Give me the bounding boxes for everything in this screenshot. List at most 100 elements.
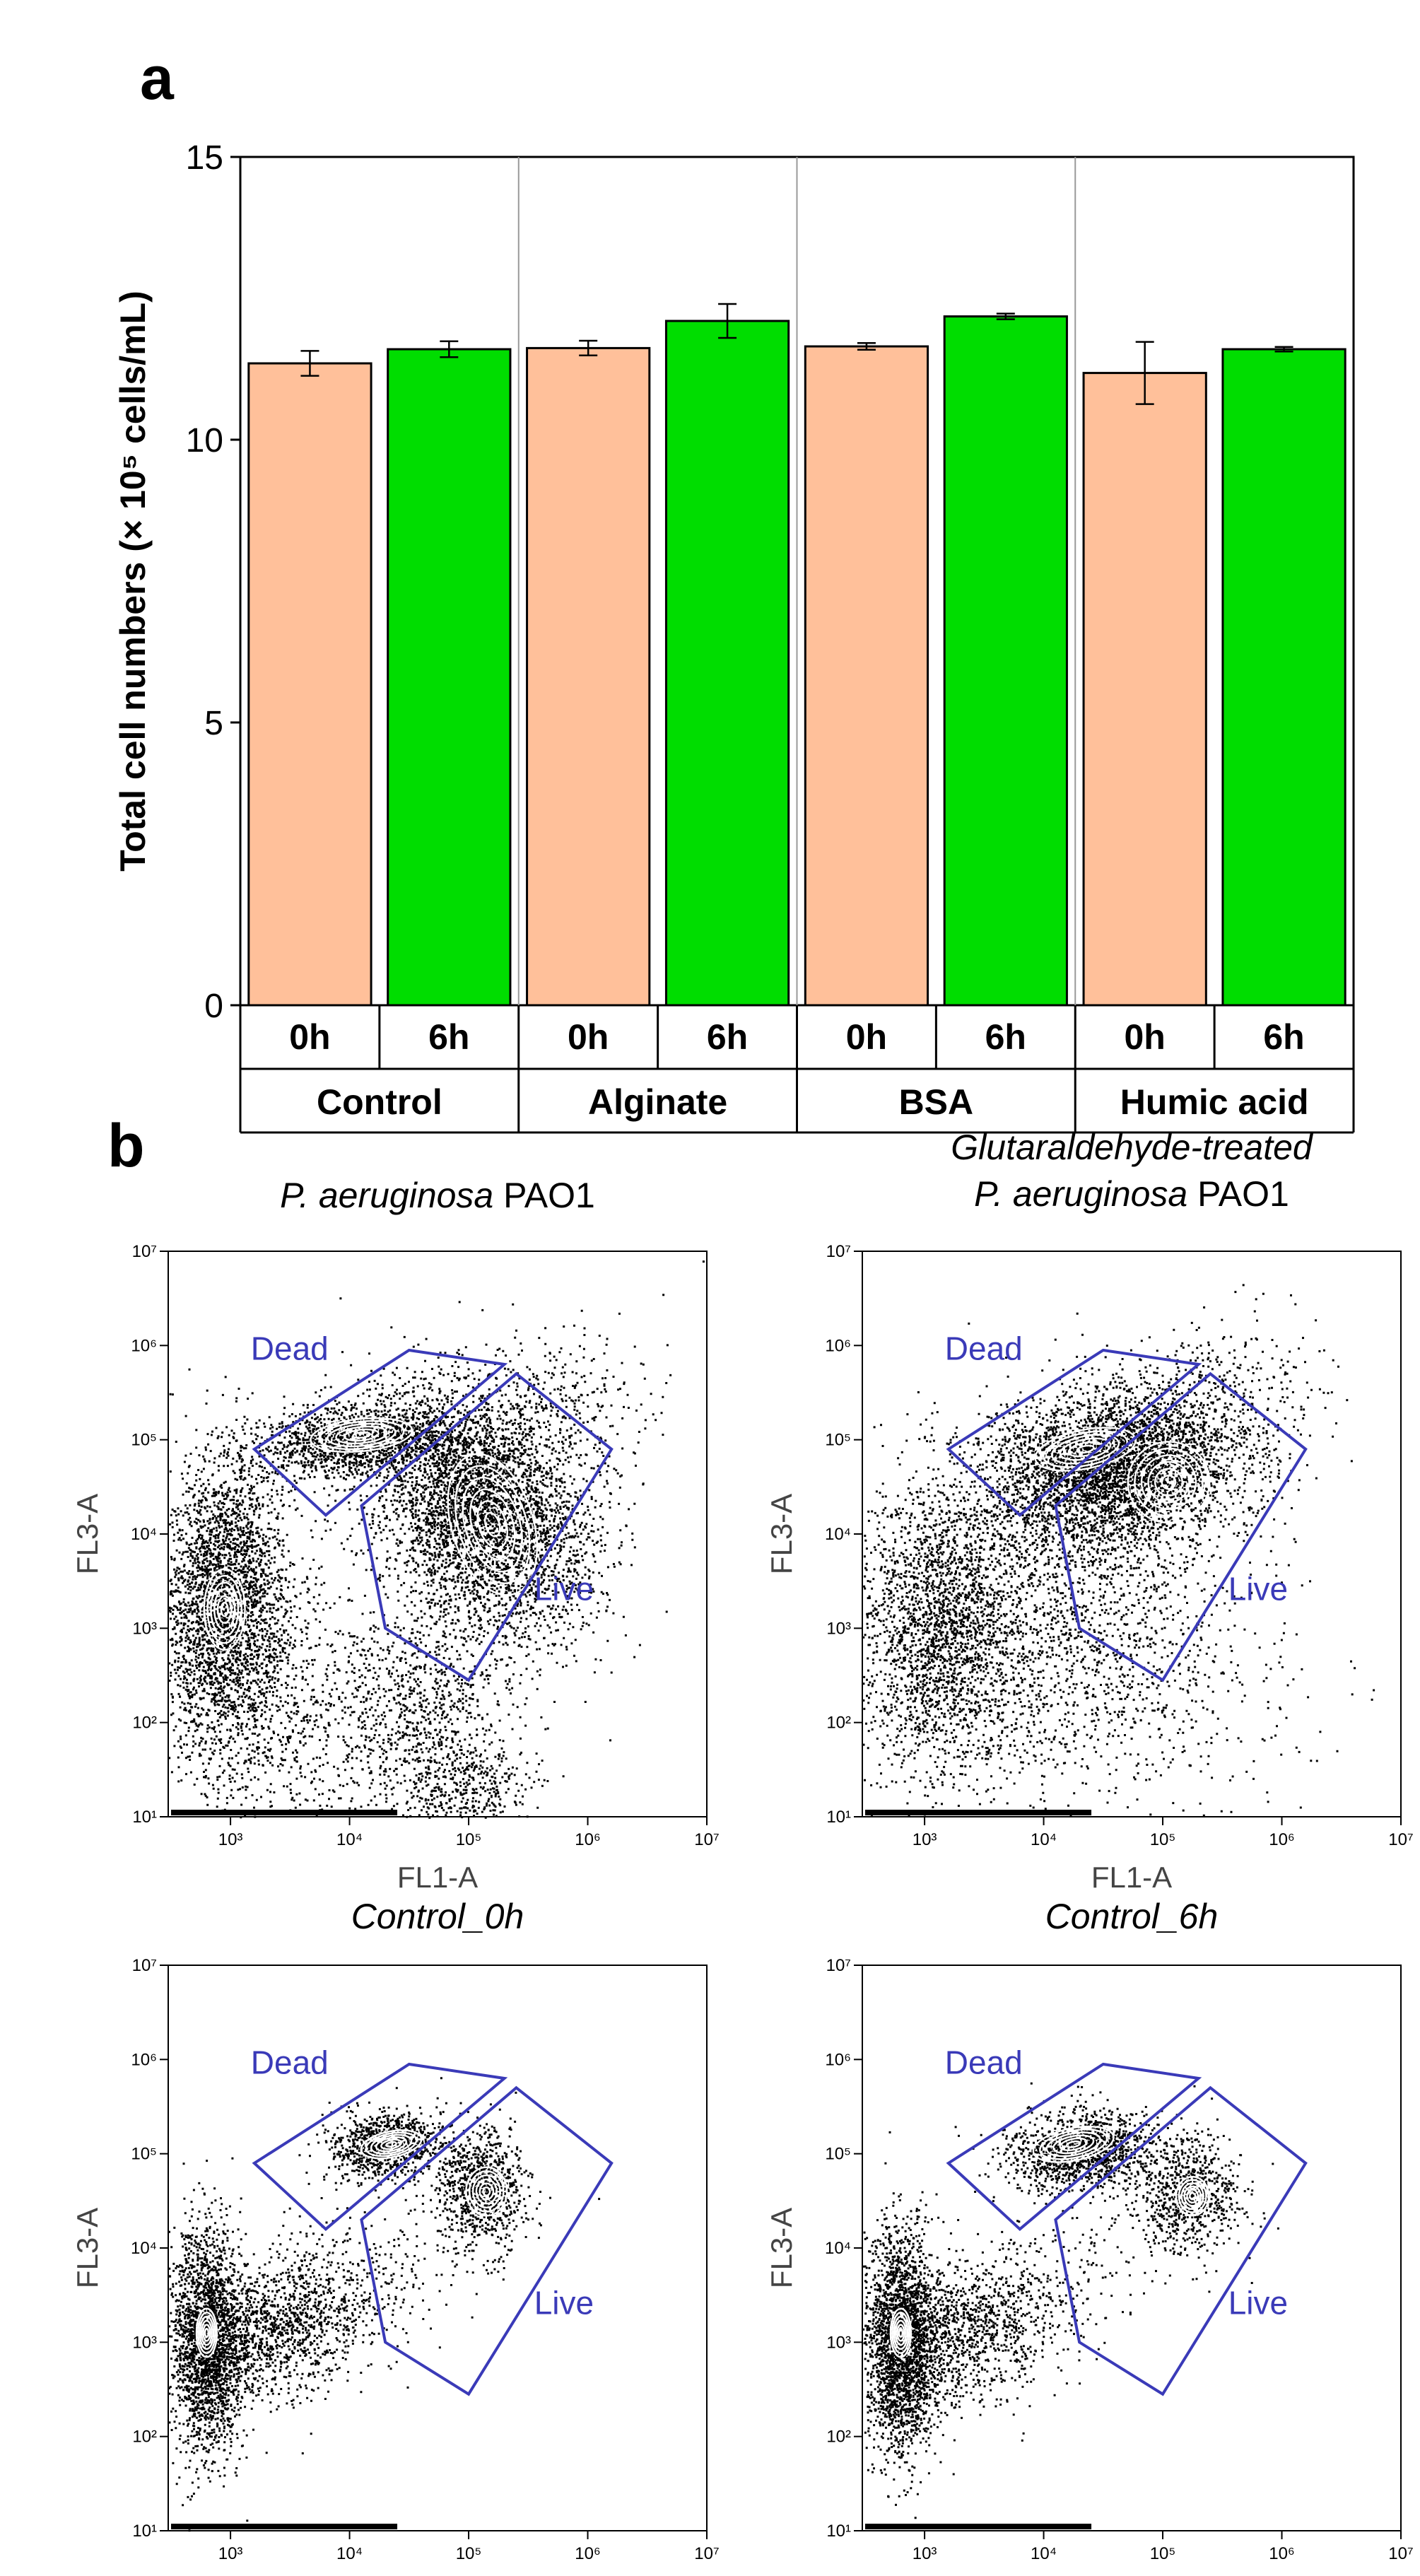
y-axis-label: FL3-A bbox=[765, 1494, 798, 1574]
live-gate bbox=[360, 2085, 614, 2396]
category-label: 6h bbox=[985, 1017, 1026, 1057]
y-tick-label: 0 bbox=[204, 988, 223, 1025]
contour-ring bbox=[1147, 1460, 1190, 1504]
x-tick-label: 10³ bbox=[218, 1830, 243, 1849]
x-tick-label: 10⁶ bbox=[1269, 2544, 1295, 2563]
live-gate bbox=[1054, 1371, 1308, 1682]
event-floor bbox=[171, 2524, 398, 2529]
contour-ring bbox=[896, 2324, 905, 2342]
x-tick-label: 10⁷ bbox=[1388, 1830, 1413, 1849]
contour-ring bbox=[203, 1568, 246, 1651]
contour-ring bbox=[199, 2315, 215, 2350]
event-floor bbox=[865, 2524, 1092, 2529]
plot-title: Control_6h bbox=[1045, 1897, 1219, 1936]
y-tick-label: 10⁵ bbox=[825, 1431, 851, 1450]
bar-bsa-6h bbox=[943, 315, 1068, 1007]
y-tick-label: 10³ bbox=[132, 2333, 157, 2352]
y-tick-label: 10¹ bbox=[132, 2522, 157, 2541]
event-floor bbox=[171, 1810, 398, 1815]
density-plot-ctrl0: Control_0h Dead Live 10³ 10⁴ 10⁵ 10⁶ 10⁷ 10¹ 10² 1… bbox=[71, 1897, 720, 2576]
contour-ring bbox=[1140, 1454, 1197, 1511]
contour-ring bbox=[482, 2186, 491, 2196]
x-tick-label: 10⁴ bbox=[1031, 2544, 1057, 2563]
panel-a-label: a bbox=[140, 45, 175, 112]
live-gate-label: Live bbox=[534, 2284, 594, 2321]
plot-title-italic: P. aeruginosa bbox=[280, 1176, 493, 1215]
x-axis-label: FL1-A bbox=[1091, 2575, 1172, 2576]
y-tick-label: 10¹ bbox=[826, 1808, 851, 1827]
y-tick-label: 10² bbox=[826, 2428, 851, 2447]
contour-ring bbox=[1180, 2182, 1204, 2211]
x-tick-label: 10⁷ bbox=[1388, 2544, 1413, 2563]
contour-ring bbox=[891, 2312, 910, 2354]
x-tick-label: 10⁷ bbox=[694, 1830, 719, 1849]
density-plot-ctrl6: Control_6h Dead Live 10³ 10⁴ 10⁵ 10⁶ 10⁷ 10¹ 10² 1… bbox=[765, 1897, 1414, 2576]
contour-ring bbox=[447, 1453, 538, 1596]
plot-frame bbox=[168, 1965, 708, 2531]
bar-control-0h bbox=[247, 362, 372, 1007]
dead-gate-label: Dead bbox=[251, 1330, 329, 1366]
contour-ring bbox=[200, 2319, 213, 2346]
contour-ring bbox=[375, 2136, 408, 2153]
y-tick-label: 10⁵ bbox=[825, 2145, 851, 2164]
dead-gate bbox=[252, 1348, 508, 1517]
x-tick-label: 10³ bbox=[913, 1830, 937, 1849]
y-tick-label: 10 bbox=[186, 422, 223, 459]
x-tick-label: 10⁴ bbox=[336, 1830, 363, 1849]
y-tick-label: 15 bbox=[186, 139, 223, 177]
flow-cytometry-plots: P. aeruginosa PAO1 Dead Live 10³ 10⁴ 10⁵ 10⁶ 10… bbox=[71, 1128, 1414, 2576]
x-tick-label: 10⁵ bbox=[1150, 2544, 1176, 2563]
contour-ring bbox=[894, 2319, 907, 2346]
contour-ring bbox=[1050, 1434, 1120, 1465]
contour-ring bbox=[483, 1511, 501, 1538]
y-tick-label: 10¹ bbox=[826, 2522, 851, 2541]
bar-humic-acid-6h bbox=[1221, 348, 1346, 1007]
y-tick-label: 10⁴ bbox=[131, 2239, 157, 2258]
category-label: 0h bbox=[1125, 1017, 1166, 1057]
y-tick-label: 10² bbox=[132, 1714, 157, 1733]
x-tick-label: 10⁶ bbox=[1269, 1830, 1295, 1849]
contour-ring bbox=[1134, 1447, 1204, 1517]
plot-title: P. aeruginosa PAO1 bbox=[280, 1176, 595, 1215]
y-tick-label: 10⁷ bbox=[132, 1242, 157, 1261]
x-axis-label: FL1-A bbox=[397, 2575, 478, 2576]
category-label: 0h bbox=[568, 1017, 609, 1057]
y-axis-label: FL3-A bbox=[71, 2208, 104, 2288]
y-axis-label: Total cell numbers (× 10⁵ cells/mL) bbox=[113, 291, 153, 871]
contour-ring bbox=[202, 2324, 211, 2342]
contour-ring bbox=[468, 2170, 505, 2213]
contour-ring bbox=[1052, 2134, 1095, 2155]
plot-frame bbox=[862, 1965, 1402, 2531]
contour-ring bbox=[475, 2178, 498, 2205]
contour-ring bbox=[1189, 2191, 1197, 2201]
event-dots bbox=[862, 1284, 1375, 1817]
y-tick-label: 10² bbox=[132, 2428, 157, 2447]
y-tick-label: 5 bbox=[204, 705, 223, 742]
contour-ring bbox=[1161, 1474, 1177, 1490]
x-tick-label: 10³ bbox=[218, 2544, 243, 2563]
event-dots bbox=[168, 2077, 601, 2532]
plot-title: Glutaraldehyde-treated bbox=[951, 1128, 1314, 1167]
contour-ring bbox=[1178, 2179, 1207, 2213]
contour-ring bbox=[1045, 2131, 1101, 2158]
y-tick-label: 10³ bbox=[826, 1619, 851, 1638]
contour-ring bbox=[365, 2131, 418, 2158]
contour-ring bbox=[469, 1488, 516, 1561]
plot-title-italic: Control_0h bbox=[351, 1897, 524, 1936]
contour-ring bbox=[380, 2138, 402, 2150]
live-gate-label: Live bbox=[1228, 1570, 1288, 1607]
live-gate-label: Live bbox=[1228, 2284, 1288, 2321]
y-tick-label: 10⁴ bbox=[825, 1525, 851, 1544]
contour-ring bbox=[1076, 1444, 1095, 1454]
x-tick-label: 10⁵ bbox=[1150, 1830, 1176, 1849]
contour-ring bbox=[889, 2307, 913, 2358]
y-tick-label: 10⁵ bbox=[131, 1431, 157, 1450]
live-gate-label: Live bbox=[534, 1570, 594, 1607]
contour-ring bbox=[1039, 2129, 1108, 2160]
bar-control-6h bbox=[387, 348, 512, 1007]
y-tick-label: 10⁶ bbox=[131, 1336, 157, 1355]
contour-ring bbox=[1175, 2175, 1210, 2217]
group-label: Humic acid bbox=[1120, 1082, 1309, 1122]
dead-gate-label: Dead bbox=[945, 1330, 1023, 1366]
